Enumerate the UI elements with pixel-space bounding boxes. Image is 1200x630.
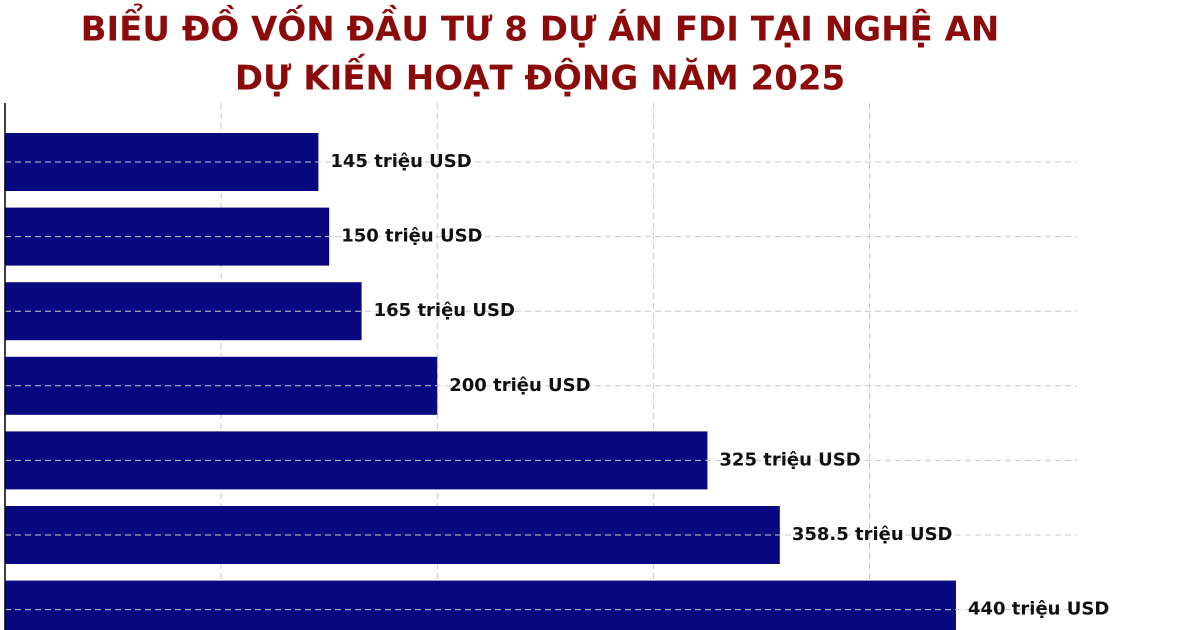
bar	[5, 133, 319, 191]
value-label: 200 triệu USD	[449, 375, 590, 396]
bar	[5, 282, 362, 341]
bar	[5, 580, 956, 630]
value-label: 150 triệu USD	[341, 226, 482, 247]
chart-title: BIỂU ĐỒ VỐN ĐẦU TƯ 8 DỰ ÁN FDI TẠI NGHỆ …	[81, 4, 1000, 50]
value-label: 165 triệu USD	[374, 300, 515, 321]
value-label: 325 triệu USD	[719, 449, 860, 470]
bar	[5, 506, 780, 564]
value-label: 440 triệu USD	[968, 599, 1109, 620]
value-label: 358.5 triệu USD	[792, 524, 953, 545]
chart-subtitle-line: DỰ KIẾN HOẠT ĐỘNG NĂM 2025	[235, 54, 845, 99]
value-label: 145 triệu USD	[330, 151, 471, 172]
